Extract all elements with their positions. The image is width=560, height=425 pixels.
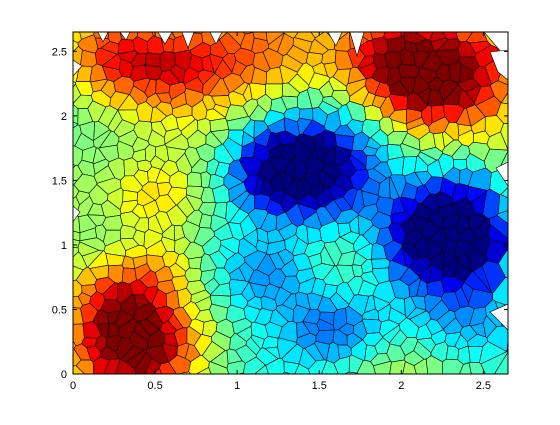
voronoi-cell xyxy=(176,371,192,374)
voronoi-cell xyxy=(75,359,95,374)
x-tick-label: 2.5 xyxy=(476,380,491,392)
empty-region xyxy=(181,32,195,49)
voronoi-cell xyxy=(500,123,508,151)
voronoi-cell xyxy=(445,345,460,361)
voronoi-cell xyxy=(397,63,420,79)
voronoi-cell xyxy=(195,366,212,374)
y-tick-label: 2 xyxy=(61,111,67,123)
voronoi-cell xyxy=(488,215,508,240)
empty-region xyxy=(209,32,223,45)
voronoi-cell xyxy=(413,358,429,374)
y-axis: 0 0.5 1 1.5 2 2.5 xyxy=(52,46,508,381)
x-tick-label: 0 xyxy=(70,380,76,392)
voronoi-cell xyxy=(119,237,140,251)
voronoi-cell xyxy=(371,36,389,55)
empty-region xyxy=(489,49,508,81)
empty-region xyxy=(97,32,109,43)
x-tick-label: 0.5 xyxy=(147,380,162,392)
voronoi-cell xyxy=(497,194,508,215)
empty-region xyxy=(73,59,83,77)
voronoi-cell xyxy=(73,124,82,147)
voronoi-cell xyxy=(367,168,388,184)
x-axis: 0 0.5 1 1.5 2 2.5 xyxy=(70,32,491,392)
voronoi-cell xyxy=(187,171,202,187)
y-tick-label: 2.5 xyxy=(52,46,67,58)
axes-frame xyxy=(72,31,509,375)
x-tick-label: 2 xyxy=(398,380,404,392)
y-tick-label: 0 xyxy=(61,369,67,381)
voronoi-cells xyxy=(73,32,508,374)
voronoi-cell xyxy=(265,357,285,374)
voronoi-cell xyxy=(93,165,116,184)
y-tick-label: 0.5 xyxy=(52,304,67,316)
voronoi-cell xyxy=(242,32,254,35)
empty-region xyxy=(349,32,365,58)
voronoi-cell xyxy=(356,359,376,374)
voronoi-cell xyxy=(134,351,153,374)
voronoi-cell xyxy=(242,83,253,103)
voronoi-cell xyxy=(371,258,391,270)
empty-region xyxy=(157,32,173,45)
empty-region xyxy=(489,303,508,331)
voronoi-cell xyxy=(315,329,335,345)
y-tick-label: 1 xyxy=(61,240,67,252)
x-tick-label: 1 xyxy=(234,380,240,392)
y-tick-label: 1.5 xyxy=(52,175,67,187)
x-tick-label: 1.5 xyxy=(312,380,327,392)
voronoi-cell xyxy=(188,256,203,270)
empty-region xyxy=(119,32,131,41)
empty-region xyxy=(73,205,81,223)
voronoi-cell xyxy=(480,351,508,374)
voronoi-cell xyxy=(73,184,80,199)
voronoi-cell xyxy=(144,52,161,68)
empty-region xyxy=(327,32,343,47)
voronoi-cell xyxy=(384,50,402,69)
